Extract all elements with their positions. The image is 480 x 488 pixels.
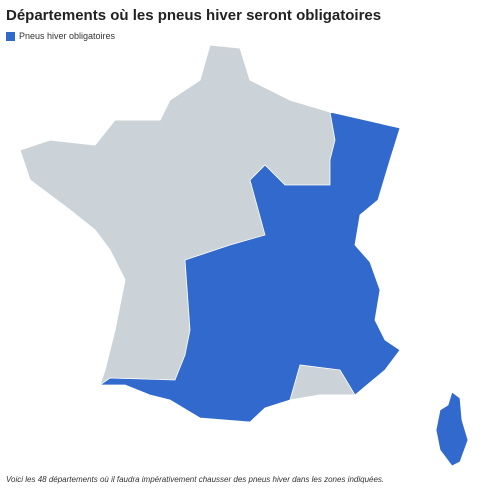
corsica-zone [435, 391, 469, 467]
legend: Pneus hiver obligatoires [6, 31, 115, 41]
legend-label: Pneus hiver obligatoires [19, 31, 116, 41]
legend-swatch [6, 31, 15, 41]
winter-tyre-zone [98, 111, 401, 423]
caption: Voici les 48 départements où il faudra i… [6, 475, 385, 484]
title: Départements où les pneus hiver seront o… [6, 7, 382, 24]
